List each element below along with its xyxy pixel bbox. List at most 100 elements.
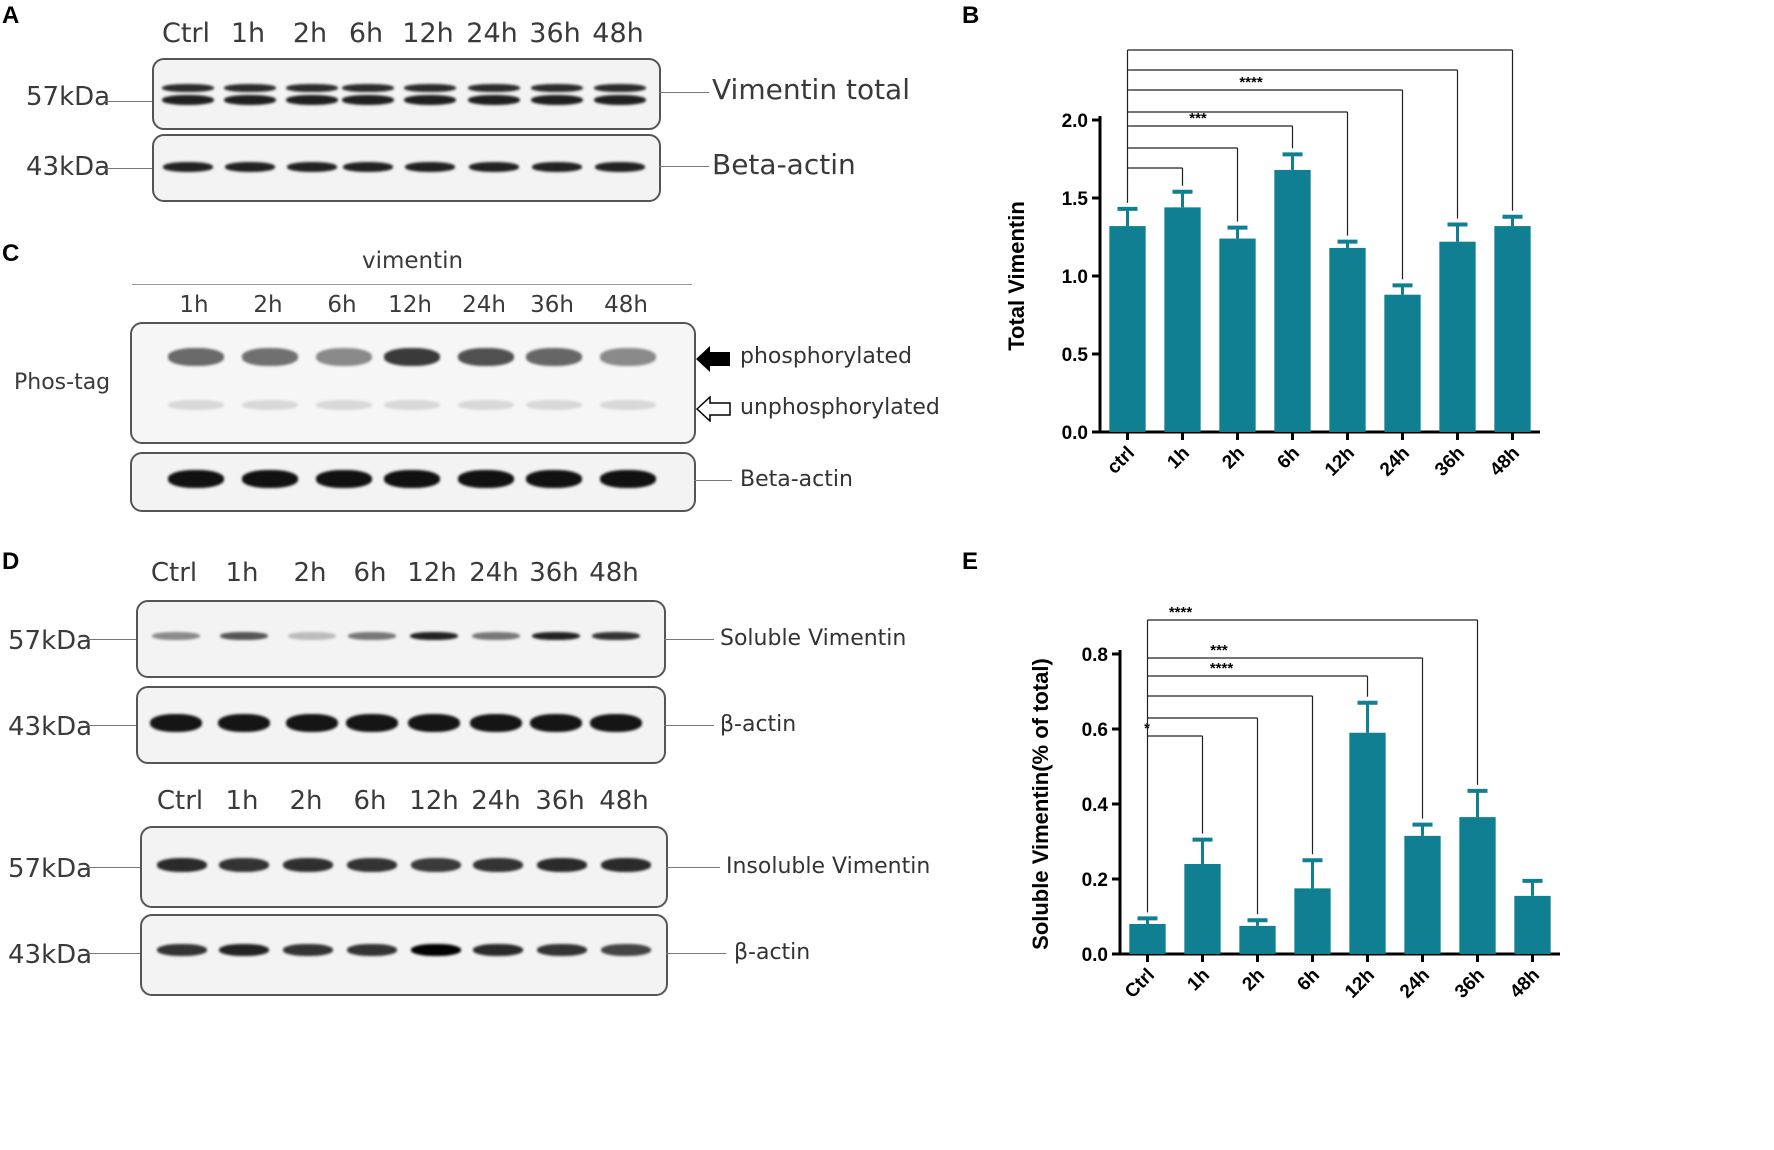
- bar: [1384, 294, 1421, 432]
- lane-label: 24h: [462, 292, 506, 318]
- blot-beta-actin-d2: [140, 914, 668, 996]
- blot-beta-actin-d1: [136, 686, 666, 764]
- blot-band: [594, 95, 646, 105]
- lane-labels-d-bottom: Ctrl 1h 2h 6h 12h 24h 36h 48h: [0, 786, 800, 826]
- unphosphorylated-label: unphosphorylated: [740, 395, 940, 420]
- y-tick-label: 0.4: [1082, 795, 1109, 816]
- blot-band: [224, 95, 276, 105]
- blot-name: Soluble Vimentin: [720, 626, 907, 651]
- panel-label-e: E: [962, 548, 979, 575]
- y-axis-label: Soluble Vimentin(% of total): [1028, 658, 1053, 950]
- blot-band: [342, 95, 394, 105]
- blot-band: [163, 162, 213, 172]
- x-tick-label: 24h: [1376, 443, 1414, 481]
- x-tick-label: 48h: [1506, 965, 1544, 1003]
- blot-band: [526, 348, 582, 366]
- lane-label: 48h: [592, 18, 644, 49]
- mw-tick: [86, 953, 140, 954]
- blot-band: [168, 400, 224, 410]
- lane-label: Ctrl: [156, 786, 204, 816]
- bar: [1129, 924, 1166, 954]
- y-axis-label: Total Vimentin: [1004, 201, 1029, 351]
- lane-labels-c: 1h 2h 6h 12h 24h 36h 48h: [0, 292, 800, 326]
- blot-insoluble-vimentin: [140, 826, 668, 908]
- significance-stars: ***: [1210, 642, 1228, 659]
- phosphorylated-label: phosphorylated: [740, 344, 912, 369]
- filled-arrow-icon: [696, 346, 730, 372]
- lane-label: 24h: [466, 18, 518, 49]
- y-tick-label: 0.0: [1062, 423, 1088, 444]
- mw-label: 57kDa: [8, 626, 93, 656]
- blot-band: [411, 858, 461, 872]
- blot-band: [472, 632, 520, 640]
- blot-band: [162, 84, 214, 92]
- lane-label: 12h: [402, 18, 454, 49]
- x-tick-label: 36h: [1451, 965, 1489, 1003]
- mw-label: 43kDa: [26, 152, 111, 182]
- x-tick-label: 2h: [1218, 443, 1249, 474]
- blot-tick: [666, 953, 726, 954]
- hollow-arrow-icon: [696, 396, 731, 422]
- mw-tick: [86, 725, 136, 726]
- lane-label: 2h: [292, 18, 328, 49]
- blot-band: [537, 858, 587, 872]
- blot-tick: [659, 166, 709, 167]
- phos-tag-label: Phos-tag: [14, 370, 111, 395]
- lane-label: 48h: [589, 558, 639, 588]
- blot-band: [162, 95, 214, 105]
- blot-tick: [659, 92, 709, 93]
- lane-label: Ctrl: [161, 18, 211, 49]
- blot-band: [473, 858, 523, 872]
- blot-name: Beta-actin: [712, 148, 856, 181]
- lane-label: 12h: [409, 786, 459, 816]
- significance-stars: ****: [1239, 74, 1263, 91]
- blot-band: [168, 470, 224, 488]
- y-tick-label: 0.6: [1082, 720, 1108, 741]
- blot-soluble-vimentin: [136, 600, 666, 678]
- blot-band: [283, 944, 333, 956]
- blot-band: [601, 944, 651, 956]
- bar: [1459, 817, 1496, 954]
- lane-label: 24h: [469, 558, 519, 588]
- lane-label: 36h: [535, 786, 585, 816]
- y-tick-label: 1.0: [1062, 267, 1088, 288]
- lane-label: 1h: [179, 292, 209, 318]
- blot-band: [600, 400, 656, 410]
- blot-band: [225, 162, 275, 172]
- blot-band: [157, 944, 207, 956]
- bar: [1219, 238, 1256, 432]
- y-tick-label: 0.0: [1082, 945, 1108, 966]
- blot-tick: [694, 480, 732, 481]
- blot-band: [316, 348, 372, 366]
- blot-band: [411, 944, 461, 956]
- group-label: vimentin: [362, 248, 464, 274]
- panel-label-c: C: [2, 240, 20, 267]
- blot-band: [288, 632, 336, 640]
- blot-band: [168, 348, 224, 366]
- blot-beta-actin-c: [130, 452, 696, 512]
- blot-band: [600, 348, 656, 366]
- blot-band: [532, 162, 582, 172]
- blot-band: [404, 84, 456, 92]
- x-tick-label: 24h: [1396, 965, 1434, 1003]
- blot-band: [343, 162, 393, 172]
- blot-band: [348, 632, 396, 640]
- blot-band: [537, 944, 587, 956]
- bar: [1184, 864, 1221, 954]
- mw-tick: [86, 639, 136, 640]
- blot-band: [594, 84, 646, 92]
- blot-band: [590, 714, 642, 732]
- x-tick-label: 6h: [1273, 443, 1304, 474]
- blot-band: [219, 944, 269, 956]
- blot-band: [286, 95, 338, 105]
- significance-stars: ****: [1210, 660, 1234, 677]
- lane-labels-d-top: Ctrl 1h 2h 6h 12h 24h 36h 48h: [0, 558, 800, 598]
- blot-band: [410, 632, 458, 640]
- x-tick-label: 36h: [1431, 443, 1469, 481]
- bar: [1239, 925, 1276, 954]
- mw-tick: [104, 101, 152, 102]
- x-tick-label: ctrl: [1103, 443, 1139, 479]
- blot-band: [242, 348, 298, 366]
- lane-label: 36h: [530, 292, 574, 318]
- x-tick-label: 48h: [1486, 443, 1524, 481]
